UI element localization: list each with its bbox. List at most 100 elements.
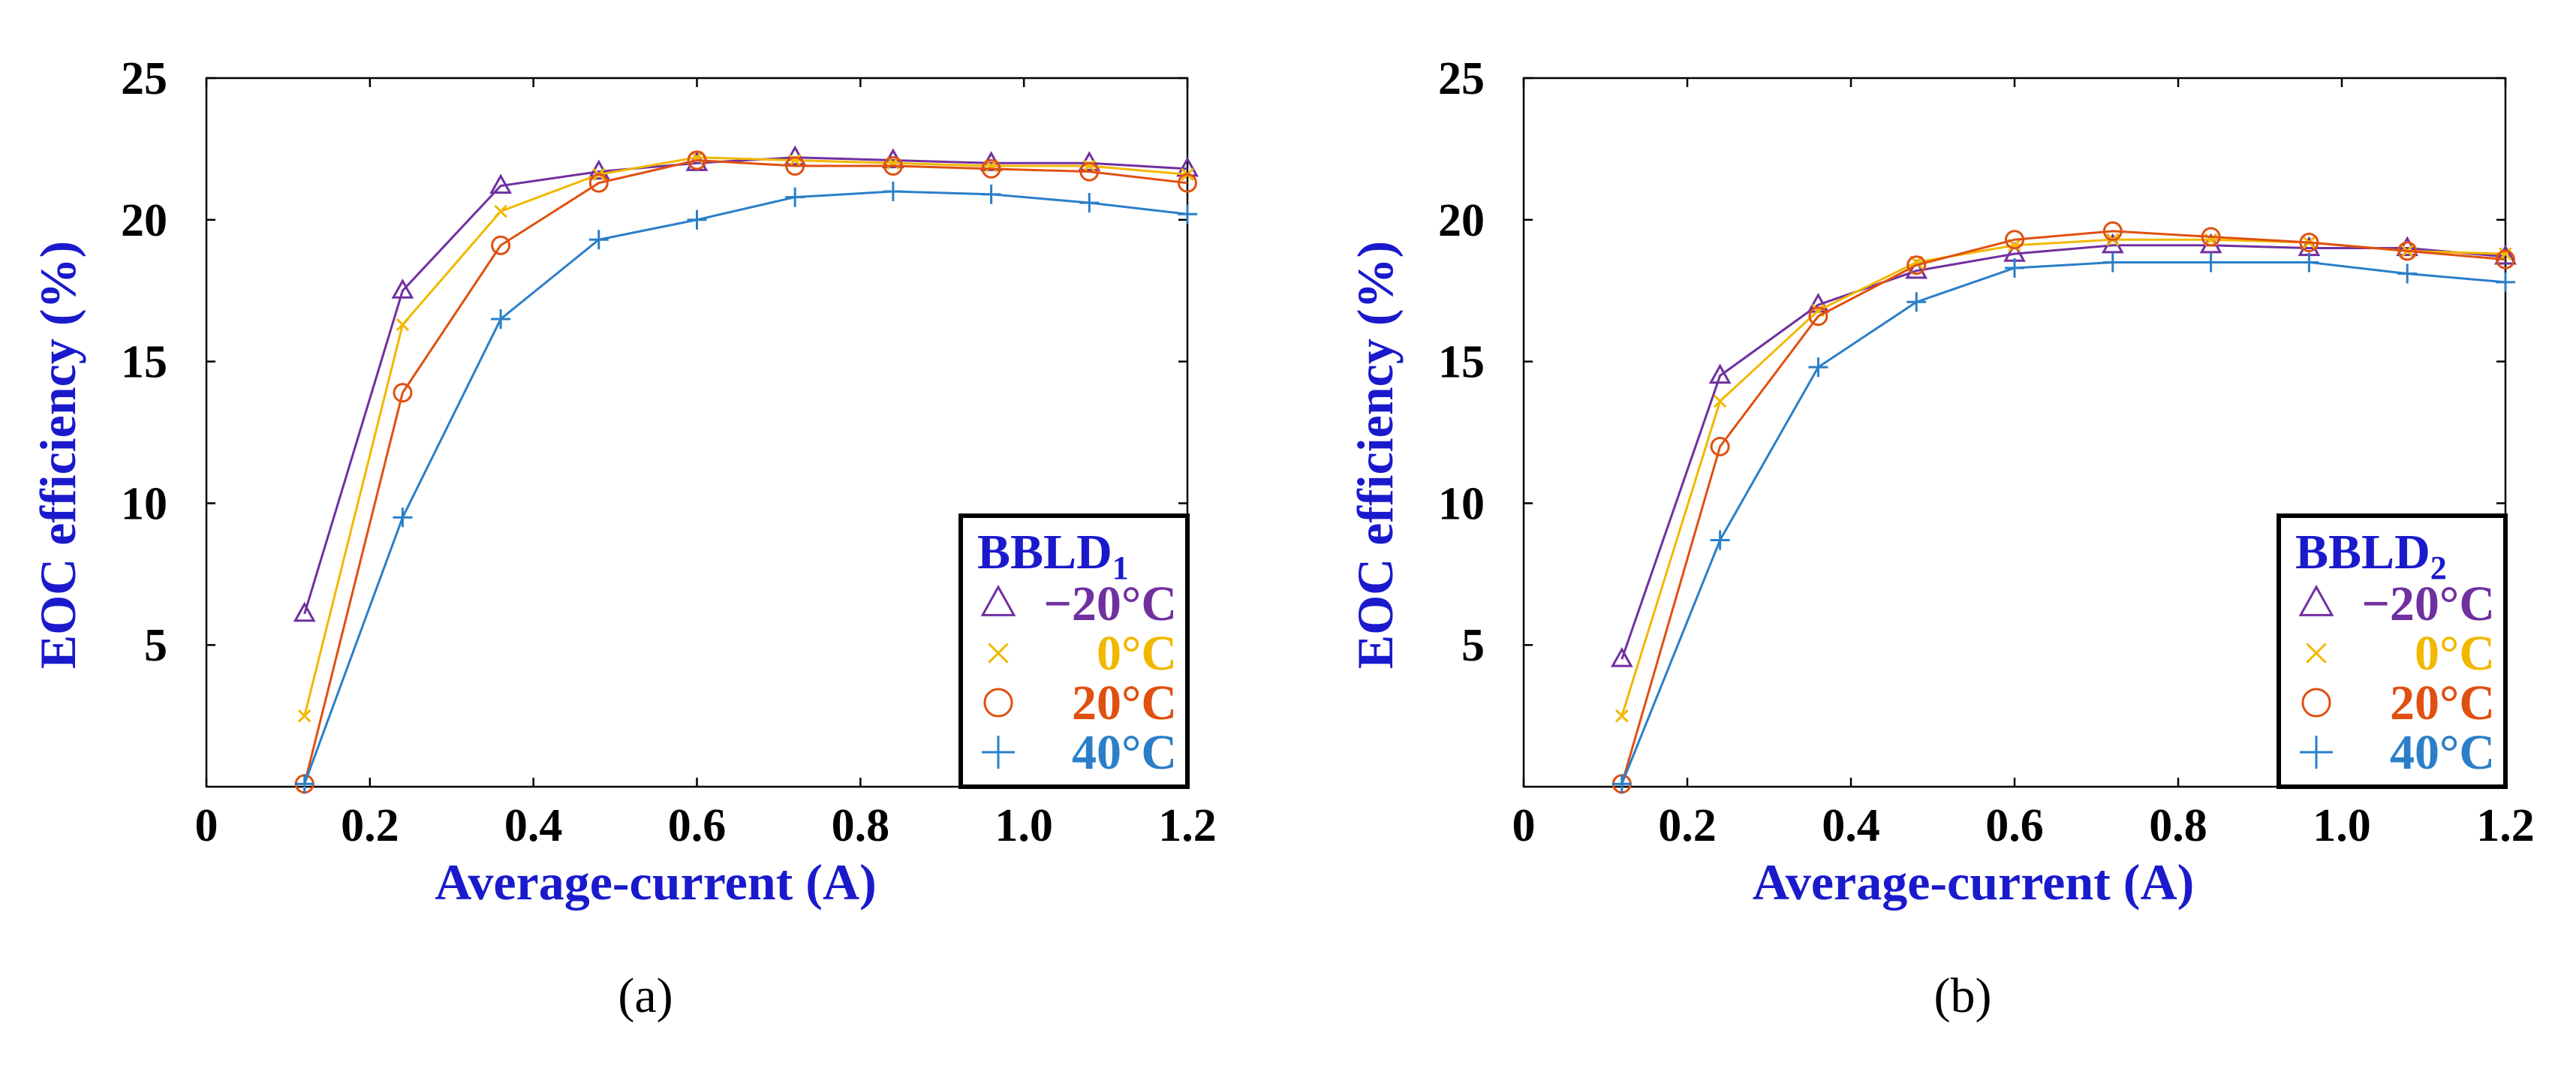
data-point <box>2397 263 2418 284</box>
data-point <box>788 153 802 167</box>
x-tick-label: 0.2 <box>341 800 399 851</box>
data-point <box>1808 357 1828 378</box>
series-line <box>1621 230 2506 784</box>
data-point <box>785 156 805 176</box>
legend-entry-label: −20°C <box>2361 577 2495 631</box>
data-point <box>491 309 511 329</box>
data-point <box>687 209 707 230</box>
legend-title-subscript: 1 <box>1112 550 1129 586</box>
data-point <box>2299 233 2319 252</box>
x-tick-label: 0.6 <box>668 800 727 851</box>
panel-caption: (b) <box>1934 968 1992 1023</box>
data-point <box>1610 647 1633 667</box>
series-line <box>1621 244 2506 660</box>
data-point <box>981 184 1001 204</box>
y-tick-label: 15 <box>121 337 167 388</box>
x-tick-label: 0.2 <box>1658 800 1717 851</box>
legend-title-subscript: 2 <box>2430 550 2447 586</box>
y-tick-label: 10 <box>121 478 167 529</box>
data-point <box>2494 244 2517 265</box>
data-point <box>491 235 511 255</box>
data-point <box>1178 173 1197 193</box>
data-point <box>294 774 314 794</box>
data-point <box>396 318 410 332</box>
series-line <box>1621 260 2506 784</box>
x-tick-label: 0.4 <box>504 800 563 851</box>
data-point <box>1710 530 1730 550</box>
series-circle <box>1612 221 2515 794</box>
x-tick-label: 0.6 <box>1985 800 2044 851</box>
y-tick-label: 20 <box>1438 195 1485 246</box>
y-tick-label: 5 <box>1461 620 1485 671</box>
data-point <box>297 709 311 723</box>
data-point <box>588 173 609 193</box>
data-point <box>2005 257 2024 278</box>
legend-title: BBLD2 <box>2295 525 2447 586</box>
legend: BBLD2−20°C0°C20°C40°C <box>2277 513 2508 789</box>
data-point <box>2496 249 2515 270</box>
legend-entry-label: 40°C <box>1072 725 1177 780</box>
legend-marker <box>982 736 1015 769</box>
y-axis-label: EOC efficiency (%) <box>29 241 86 669</box>
legend-entry-label: 20°C <box>1072 676 1177 730</box>
data-point <box>785 187 805 207</box>
data-point <box>2201 252 2221 273</box>
data-point <box>2102 252 2123 273</box>
x-axis-label: Average-current (A) <box>435 854 876 911</box>
data-point <box>391 279 414 299</box>
data-point <box>2005 230 2024 250</box>
data-point <box>2397 241 2418 261</box>
legend: BBLD1−20°C0°C20°C40°C <box>958 513 1190 789</box>
legend-entry-label: 0°C <box>2415 626 2495 681</box>
data-point <box>2102 221 2123 241</box>
data-point <box>2201 227 2221 247</box>
chart-panel-b: 0 0.2 0.4 0.6 0.8 1.0 1.2 5 10 15 20 25 Average-curr… <box>1347 53 2535 1023</box>
legend-marker <box>2301 688 2331 718</box>
data-point <box>393 507 413 528</box>
x-tick-label: 0.8 <box>2149 800 2207 851</box>
data-point <box>981 158 1001 179</box>
x-tick-label: 1.2 <box>1158 800 1217 851</box>
x-tick-label: 1.0 <box>2313 800 2371 851</box>
legend-marker <box>983 688 1013 718</box>
data-point <box>1905 258 1928 279</box>
data-point <box>2299 252 2319 273</box>
x-tick-label: 1.2 <box>2476 800 2535 851</box>
data-point <box>883 156 903 176</box>
y-tick-label: 10 <box>1438 478 1485 529</box>
x-tick-label: 0 <box>1512 800 1536 851</box>
legend-marker <box>988 643 1009 664</box>
legend-entry-label: 20°C <box>2390 676 2495 730</box>
y-tick-label: 20 <box>121 195 167 246</box>
y-tick-label: 5 <box>144 620 167 671</box>
x-axis-label: Average-current (A) <box>1753 854 2194 911</box>
data-point <box>883 182 903 202</box>
data-point <box>1079 193 1100 213</box>
data-point <box>1713 394 1727 408</box>
data-point <box>1612 774 1632 794</box>
legend-marker <box>2298 584 2334 616</box>
data-point <box>2496 272 2515 292</box>
panel-caption: (a) <box>618 968 673 1023</box>
y-tick-label: 15 <box>1438 337 1485 388</box>
series-line <box>303 156 1188 615</box>
x-tick-label: 1.0 <box>995 800 1053 851</box>
series-circle <box>294 150 1197 794</box>
series-line <box>303 158 1188 784</box>
data-point <box>588 230 609 250</box>
x-tick-label: 0 <box>195 800 218 851</box>
legend-marker <box>980 584 1016 616</box>
data-point <box>494 204 507 218</box>
x-tick-label: 0.8 <box>832 800 890 851</box>
legend-title: BBLD1 <box>977 525 1129 586</box>
legend-entry-label: −20°C <box>1043 577 1177 631</box>
data-point <box>489 173 513 194</box>
data-point <box>1906 255 1927 276</box>
legend-marker <box>2300 736 2333 769</box>
legend-entry-label: 0°C <box>1097 626 1177 681</box>
chart-panel-a: 0 0.2 0.4 0.6 0.8 1.0 1.2 5 10 15 20 25 Average-curr… <box>29 53 1217 1023</box>
data-point <box>1906 292 1927 312</box>
data-point <box>1708 363 1732 384</box>
data-point <box>293 601 316 622</box>
